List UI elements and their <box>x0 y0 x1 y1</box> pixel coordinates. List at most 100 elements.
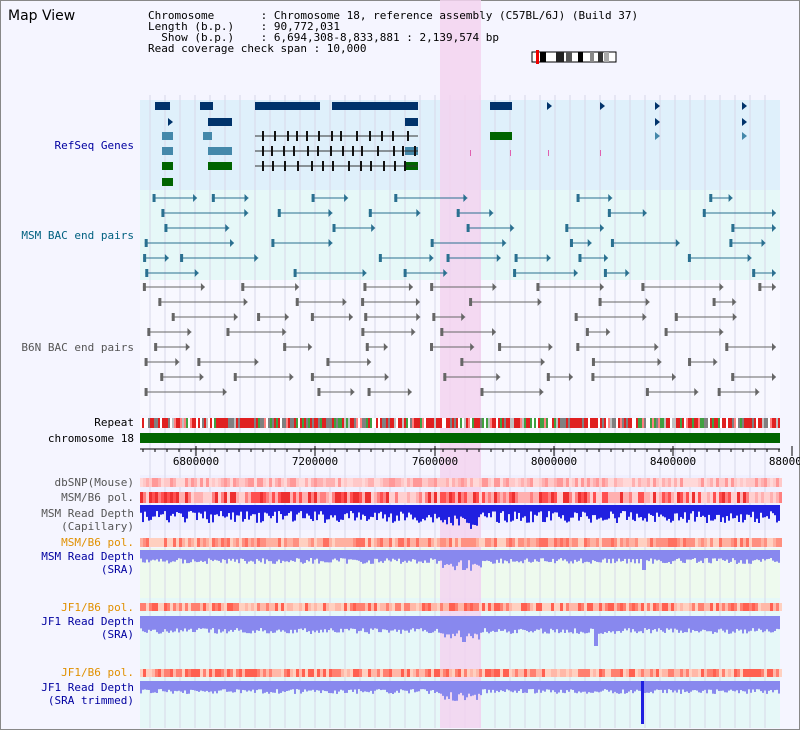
msm-capillary-depth-bar <box>544 505 546 523</box>
jf1-b6-pol-cell <box>686 603 689 611</box>
msm-b6-pol2-cell <box>767 538 770 547</box>
msm-capillary-depth-bar <box>144 505 146 512</box>
msm-b6-pol2-cell <box>233 538 236 547</box>
jf1-sra-depth-bar <box>214 616 216 634</box>
jf1-sra-depth-bar <box>340 616 342 629</box>
jf1-trimmed-depth-bar <box>344 681 346 694</box>
dbsnp-cell <box>554 478 557 487</box>
jf1-b6-pol-cell <box>482 603 485 611</box>
msm-sra-depth-bar <box>632 550 634 560</box>
repeat-segment <box>760 418 762 428</box>
msm-b6-pol2-cell <box>245 538 248 547</box>
jf1-b6-pol2-cell <box>635 669 638 677</box>
jf1-sra-depth-bar <box>418 616 420 630</box>
jf1-b6-pol-cell <box>671 603 674 611</box>
jf1-sra-depth-bar <box>210 616 212 630</box>
jf1-sra-depth-bar <box>734 616 736 633</box>
jf1-b6-pol2-cell <box>725 669 728 677</box>
jf1-sra-depth-bar <box>524 616 526 631</box>
msm-sra-depth-bar <box>590 550 592 564</box>
msm-sra-depth-bar <box>664 550 666 564</box>
jf1-sra-depth-bar <box>264 616 266 631</box>
jf1-b6-pol-cell <box>560 603 563 611</box>
jf1-trimmed-depth-bar <box>458 681 460 695</box>
track-label-refseq[interactable]: RefSeq Genes <box>54 139 134 152</box>
jf1-trimmed-depth-bar <box>368 681 370 693</box>
jf1-trimmed-depth-bar <box>646 681 648 693</box>
dbsnp-cell <box>176 478 179 487</box>
bac-end <box>429 254 434 262</box>
msm-capillary-depth-bar <box>676 505 678 514</box>
dbsnp-cell <box>356 478 359 487</box>
jf1-sra-depth-bar <box>518 616 520 630</box>
dbsnp-cell <box>413 478 416 487</box>
msm-capillary-depth-bar <box>200 505 202 514</box>
jf1-trimmed-depth-bar <box>706 681 708 694</box>
msm-capillary-depth-bar <box>536 505 538 516</box>
strand-arrow <box>547 102 552 110</box>
msm-b6-pol2-cell <box>206 538 209 547</box>
dbsnp-cell <box>632 478 635 487</box>
repeat-segment <box>384 418 386 428</box>
msm-sra-depth-bar <box>652 550 654 564</box>
jf1-b6-pol-cell <box>497 603 500 611</box>
jf1-b6-pol-cell <box>740 603 743 611</box>
msm-sra-depth-bar <box>244 550 246 561</box>
jf1-b6-pol-cell <box>356 603 359 611</box>
msm-b6-pol2-cell <box>167 538 170 547</box>
msm-capillary-depth-bar <box>202 505 204 519</box>
track-label-b6n-bac[interactable]: B6N BAC end pairs <box>21 341 134 354</box>
repeat-segment <box>158 418 160 428</box>
msm-sra-depth-bar <box>774 550 776 562</box>
msm-capillary-depth-bar <box>618 505 620 518</box>
jf1-sra-depth-bar <box>692 616 694 630</box>
msm-sra-depth-bar <box>220 550 222 563</box>
repeat-segment <box>450 418 452 428</box>
msm-b6-pol-cell <box>251 492 254 503</box>
track-label-msm-bac[interactable]: MSM BAC end pairs <box>21 229 134 242</box>
bac-end <box>233 373 237 381</box>
msm-capillary-depth-bar <box>688 505 690 520</box>
jf1-b6-pol2-cell <box>671 669 674 677</box>
dbsnp-cell <box>410 478 413 487</box>
track-label-repeat: Repeat <box>94 416 134 429</box>
jf1-b6-pol-cell <box>362 603 365 611</box>
msm-capillary-depth-bar <box>332 505 334 518</box>
msm-capillary-depth-bar <box>658 505 660 517</box>
msm-b6-pol2-cell <box>566 538 569 547</box>
jf1-sra-depth-bar <box>474 616 476 634</box>
msm-capillary-depth-bar <box>168 505 170 523</box>
msm-b6-pol2-cell <box>713 538 716 547</box>
repeat-segment <box>292 418 294 428</box>
jf1-b6-pol-cell <box>203 603 206 611</box>
repeat-segment <box>366 418 368 428</box>
jf1-b6-pol2-cell <box>146 669 149 677</box>
jf1-b6-pol2-cell <box>182 669 185 677</box>
msm-capillary-depth-bar <box>228 505 230 514</box>
msm-b6-pol2-cell <box>389 538 392 547</box>
repeat-segment <box>778 418 780 428</box>
jf1-b6-pol2-cell <box>401 669 404 677</box>
jf1-trimmed-depth-bar <box>620 681 622 694</box>
msm-capillary-depth-bar <box>598 505 600 519</box>
jf1-b6-pol2-cell <box>701 669 704 677</box>
msm-capillary-depth-bar <box>360 505 362 520</box>
msm-b6-pol2-cell <box>671 538 674 547</box>
msm-sra-depth-bar <box>454 550 456 571</box>
msm-b6-pol2-cell <box>308 538 311 547</box>
jf1-sra-depth-bar <box>696 616 698 632</box>
msm-b6-pol2-cell <box>257 538 260 547</box>
jf1-b6-pol2-cell <box>422 669 425 677</box>
bac-end <box>568 373 573 381</box>
repeat-segment <box>190 418 192 428</box>
msm-b6-pol2-cell <box>248 538 251 547</box>
msm-b6-pol2-cell <box>293 538 296 547</box>
jf1-b6-pol-cell <box>383 603 386 611</box>
msm-b6-pol2-cell <box>320 538 323 547</box>
jf1-sra-depth-bar <box>424 616 426 630</box>
dbsnp-cell <box>350 478 353 487</box>
jf1-b6-pol-cell <box>668 603 671 611</box>
jf1-b6-pol2-cell <box>515 669 518 677</box>
jf1-b6-pol-cell <box>269 603 272 611</box>
